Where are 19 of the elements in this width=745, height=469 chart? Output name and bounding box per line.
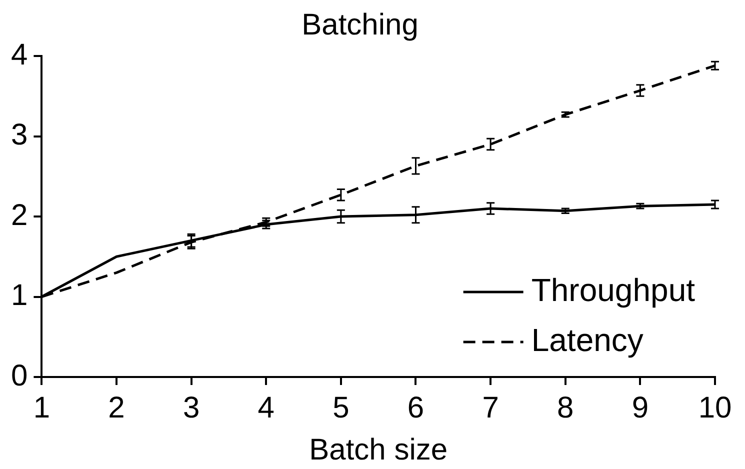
legend-label: Latency	[531, 322, 644, 358]
y-tick-label: 0	[10, 359, 28, 392]
legend-label: Throughput	[531, 272, 696, 308]
x-tick-label: 3	[182, 391, 200, 424]
x-tick-label: 4	[258, 391, 274, 424]
y-tick-label: 3	[10, 118, 28, 152]
x-tick-label: 10	[698, 391, 732, 424]
x-tick-label: 9	[632, 391, 649, 424]
x-tick-label: 8	[557, 391, 574, 424]
x-tick-label: 7	[482, 391, 499, 424]
x-axis-title: Batch size	[309, 433, 448, 466]
x-tick-label: 5	[332, 391, 350, 424]
y-tick-label: 4	[10, 38, 28, 72]
x-tick-label: 1	[33, 391, 50, 424]
y-tick-label: 2	[10, 198, 28, 232]
y-tick-label: 1	[10, 279, 28, 312]
x-tick-label: 2	[108, 391, 125, 424]
x-tick-label: 6	[407, 391, 424, 424]
chart-title: Batching	[302, 8, 418, 42]
